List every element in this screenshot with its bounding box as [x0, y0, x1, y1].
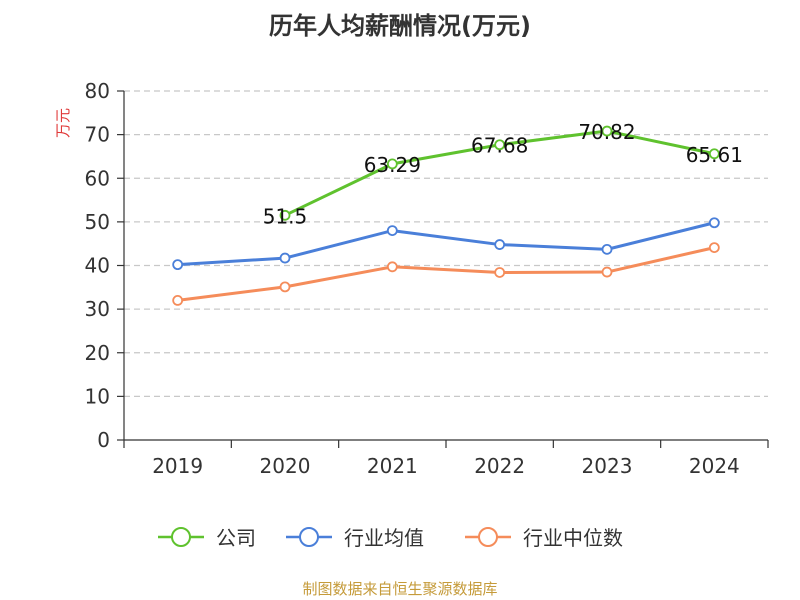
data-point [601, 243, 613, 255]
legend-marker [299, 527, 319, 547]
data-point [494, 239, 506, 250]
data-label: 70.82 [578, 120, 635, 144]
grid-lines [124, 90, 768, 397]
y-tick-label: 80 [85, 79, 110, 103]
y-tick-label: 70 [85, 123, 110, 147]
data-label: 67.68 [471, 134, 528, 158]
y-tick-label: 0 [97, 428, 110, 452]
legend-label: 行业中位数 [523, 526, 623, 550]
legend-marker [478, 527, 498, 547]
data-point [601, 125, 613, 137]
x-tick-label: 2023 [582, 454, 633, 478]
data-point [279, 281, 291, 293]
data-point [708, 148, 720, 160]
legend-item: 行业均值 [286, 526, 424, 550]
series-lines [172, 125, 720, 306]
data-point [386, 261, 398, 273]
y-tick-label: 60 [85, 166, 110, 190]
data-point [494, 267, 506, 278]
legend-label: 行业均值 [344, 526, 424, 550]
legend-marker [171, 527, 191, 547]
data-point [279, 209, 291, 221]
y-tick-label: 50 [85, 210, 110, 234]
data-point [708, 242, 720, 254]
data-label: 65.61 [686, 143, 743, 167]
series-line [177, 246, 715, 302]
x-tick-label: 2024 [689, 454, 740, 478]
data-labels: 51.5 63.29 67.68 70.82 65.61 [263, 120, 743, 228]
x-tick-label: 2019 [152, 454, 203, 478]
axes: 0 10 20 30 40 50 60 70 80 2019 2020 2021 2022 2023 202… [54, 79, 769, 478]
x-tick-label: 2022 [474, 454, 525, 478]
data-label: 63.29 [364, 153, 421, 177]
chart-title: 历年人均薪酬情况(万元) [269, 12, 531, 40]
y-tick-label: 30 [85, 297, 110, 321]
y-axis-label: 万元 [54, 108, 72, 138]
source-note: 制图数据来自恒生聚源数据库 [302, 580, 498, 598]
data-point [386, 225, 398, 237]
data-point [601, 266, 613, 278]
legend-item: 行业中位数 [465, 526, 623, 550]
data-point [494, 139, 506, 151]
data-point [279, 252, 291, 264]
y-tick-label: 10 [85, 384, 110, 408]
data-point [172, 294, 184, 306]
data-point [708, 217, 720, 229]
y-tick-label: 40 [85, 254, 110, 278]
legend-item: 公司 [158, 526, 256, 550]
data-point [386, 158, 398, 170]
series-line [177, 221, 715, 267]
x-tick-label: 2021 [367, 454, 418, 478]
x-tick-label: 2020 [260, 454, 311, 478]
y-tick-label: 20 [85, 341, 110, 365]
data-label: 51.5 [263, 204, 308, 228]
data-point [172, 259, 184, 271]
legend: 公司 行业均值 行业中位数 [158, 526, 623, 550]
legend-label: 公司 [216, 526, 256, 550]
